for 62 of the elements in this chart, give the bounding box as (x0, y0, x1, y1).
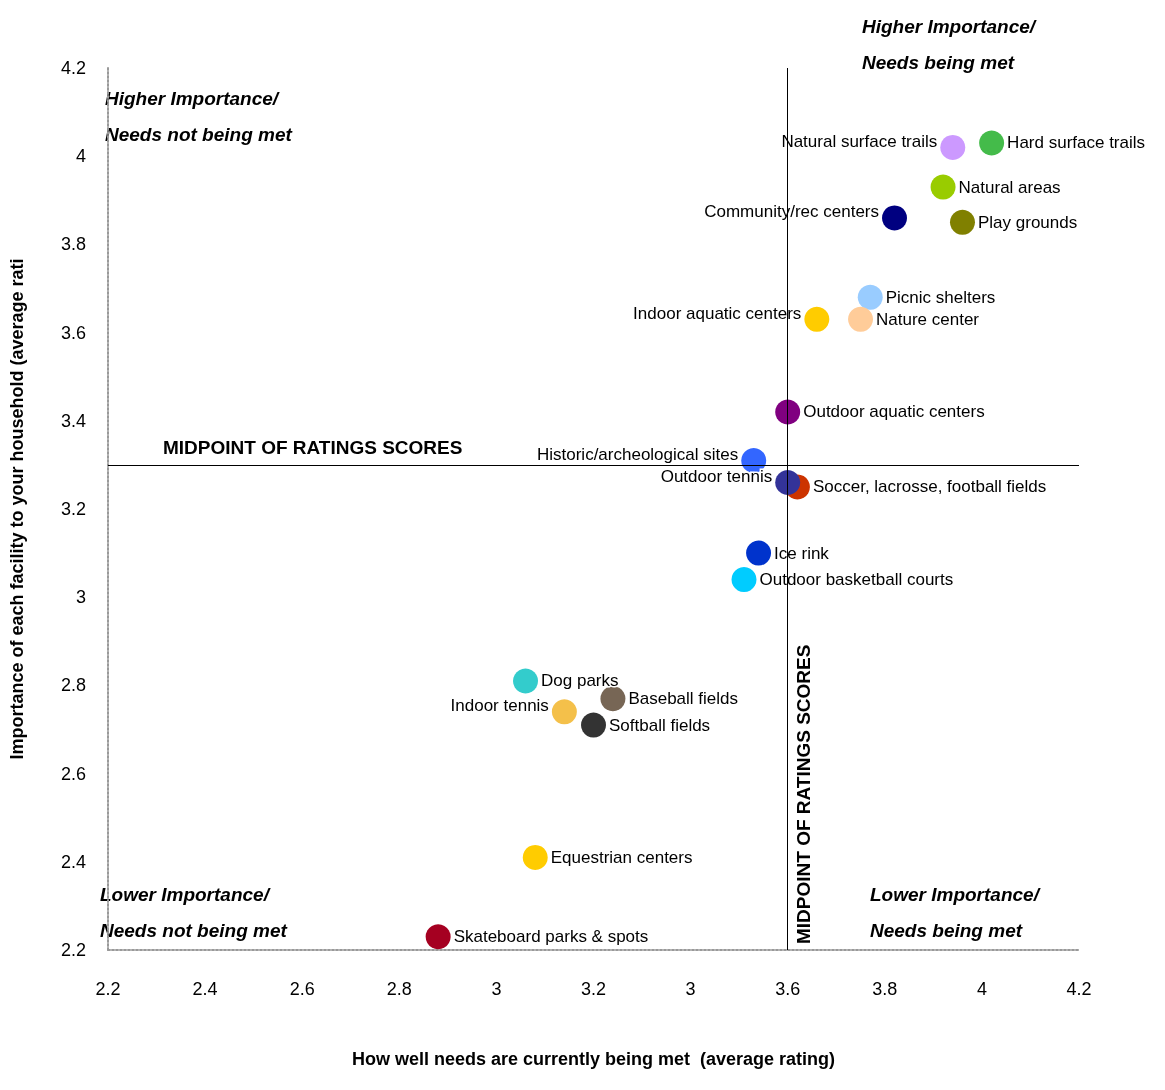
series-label: Outdoor aquatic centers (803, 402, 985, 422)
annotation: Lower Importance/ Needs being met (870, 883, 1041, 941)
x-tick-label: 2.2 (95, 979, 121, 999)
x-tick-label: 4 (976, 979, 987, 999)
y-tick-label: 3.6 (60, 322, 86, 343)
point (940, 134, 966, 160)
series-label: Soccer, lacrosse, football fields (812, 477, 1047, 497)
point (746, 540, 772, 566)
x-tick-label: 2.8 (386, 979, 412, 999)
ref-line-label: MIDPOINT OF RATINGS SCORES (792, 644, 814, 944)
y-tick-label: 4.2 (60, 58, 86, 78)
series-label: Historic/archeological sites (536, 444, 739, 464)
y-tick-label: 2.4 (60, 851, 86, 872)
point (950, 209, 975, 235)
series-label: Equestrian centers (550, 847, 693, 867)
point (513, 668, 539, 694)
point (804, 306, 830, 332)
y-tick-label: 3.4 (60, 410, 86, 431)
x-tick-label: 4.2 (1066, 979, 1092, 999)
y-tick-label: 4 (75, 146, 86, 167)
point (581, 712, 606, 738)
y-tick-label: 2.8 (60, 675, 86, 696)
point (930, 174, 956, 200)
point (979, 130, 1005, 156)
point (775, 399, 801, 425)
y-tick-label: 3.8 (60, 234, 86, 255)
x-tick-label: 3.8 (872, 979, 898, 999)
series-label: Skateboard parks & spots (453, 927, 649, 947)
x-tick-label: 2.4 (192, 979, 218, 999)
x-tick-label: 3.6 (775, 979, 801, 999)
x-tick-label: 3 (685, 979, 696, 999)
y-axis-title: Importance of each facility to your household (average rati (7, 258, 27, 760)
annotation: Higher Importance/ Needs being met (862, 15, 1037, 73)
series-label: Baseball fields (628, 689, 739, 709)
x-tick-label: 3 (491, 979, 502, 999)
point (731, 567, 757, 593)
x-axis-title: How well needs are currently being met (average rating) (351, 1049, 836, 1069)
point (775, 470, 801, 496)
point (882, 205, 908, 231)
series-label: Natural areas (958, 177, 1061, 197)
y-tick-label: 3.2 (60, 499, 86, 519)
point (848, 306, 874, 332)
point (551, 699, 577, 725)
series-label: Outdoor tennis (660, 467, 773, 487)
series-label: Hard surface trails (1007, 133, 1146, 153)
y-tick-label: 3 (75, 587, 86, 608)
series-label: Nature center (876, 309, 980, 329)
point (857, 284, 883, 310)
y-tick-label: 2.6 (60, 763, 86, 784)
ref-line-label: MIDPOINT OF RATINGS SCORES (163, 436, 463, 458)
x-tick-label: 2.6 (289, 979, 315, 999)
point (522, 844, 548, 870)
annotation: Higher Importance/ Needs not being met (105, 87, 293, 145)
series-label: Softball fields (609, 715, 711, 735)
annotation: Lower Importance/ Needs not being met (100, 883, 288, 941)
y-tick-label: 2.2 (60, 940, 86, 960)
series-label: Indoor tennis (450, 696, 549, 716)
series-label: Play grounds (977, 212, 1078, 232)
point (425, 924, 451, 950)
series-label: Dog parks (541, 671, 619, 691)
x-tick-label: 3.2 (580, 979, 607, 999)
series-label: Picnic shelters (885, 287, 996, 307)
